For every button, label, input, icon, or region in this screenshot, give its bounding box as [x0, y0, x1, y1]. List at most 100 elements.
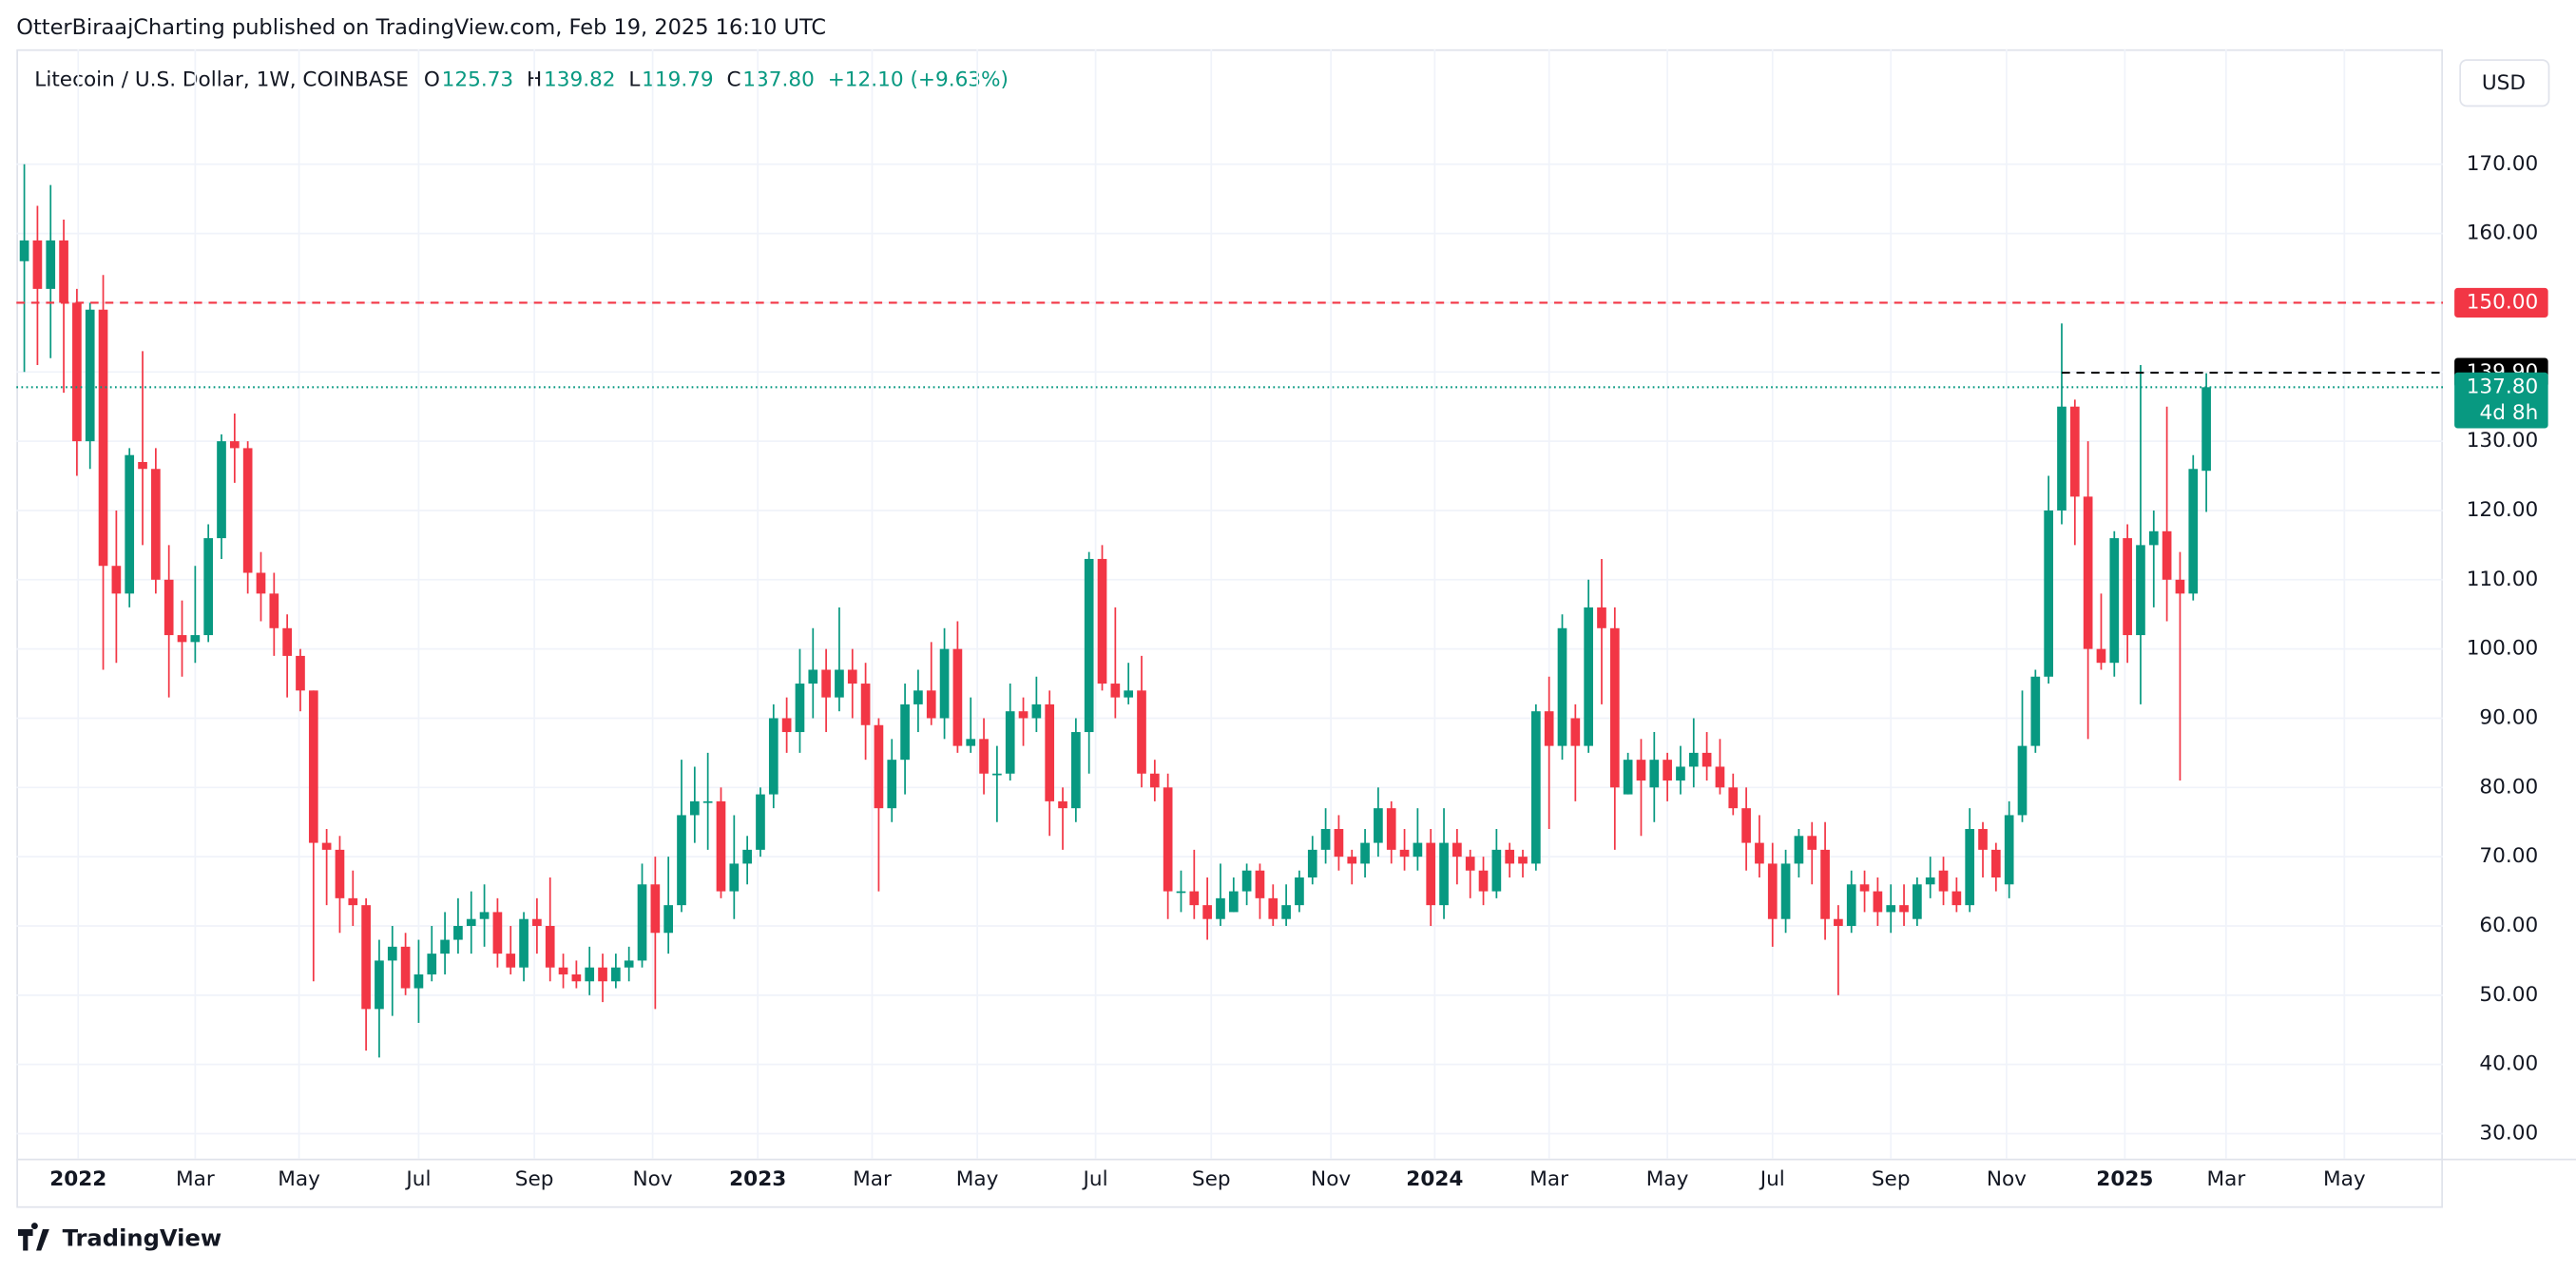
y-tick-label: 170.00 [2467, 152, 2539, 176]
legend-value: 125.73 [442, 68, 514, 92]
legend-key: C [727, 68, 741, 92]
candle-body [1728, 787, 1739, 809]
candle-body [138, 461, 147, 470]
candle-body [1505, 849, 1515, 864]
price-label-bg [2454, 287, 2548, 318]
candle-body [1295, 877, 1304, 906]
candle-body [453, 925, 463, 940]
x-tick-label: 2023 [729, 1167, 786, 1191]
candle-body [2069, 406, 2080, 497]
candle-body [256, 572, 266, 594]
candle-body [821, 669, 831, 698]
candle-body [492, 912, 503, 954]
candle-body [427, 954, 437, 974]
candle-body [966, 739, 976, 746]
candle-body [900, 703, 910, 761]
candle-body [1755, 842, 1764, 864]
candle-body [1189, 891, 1200, 906]
candle-body [545, 925, 555, 968]
x-tick-label: May [278, 1167, 320, 1191]
currency-button[interactable] [2459, 59, 2550, 107]
candle-body [874, 724, 884, 809]
candle-body [1925, 877, 1935, 885]
candle-body [308, 690, 318, 843]
candle-body [1281, 905, 1291, 919]
candle-body [2201, 387, 2211, 472]
candle-body [2136, 545, 2145, 636]
candle-body [440, 939, 450, 954]
x-tick-label: Nov [1311, 1167, 1351, 1191]
candle-body [1859, 884, 1870, 892]
candle-body [269, 593, 279, 628]
x-tick-label: Mar [176, 1167, 215, 1191]
candle-body [1268, 897, 1278, 919]
candle-body [1360, 842, 1370, 864]
candle-body [756, 794, 765, 850]
candle-body [1820, 849, 1830, 919]
candle-body [1005, 711, 1015, 774]
legend-value: 137.80 [742, 68, 815, 92]
candle-body [2083, 496, 2093, 649]
candle-body [46, 240, 56, 289]
candle-body [1202, 905, 1212, 919]
candle-body [217, 441, 226, 539]
candle-body [742, 849, 752, 864]
x-tick-label: May [956, 1167, 999, 1191]
x-tick-label: Jul [1759, 1167, 1785, 1191]
price-label: 137.80 [2467, 375, 2539, 398]
y-tick-label: 130.00 [2467, 429, 2539, 453]
legend-value: 119.79 [642, 68, 714, 92]
candle-body [1623, 760, 1633, 795]
candle-body [1478, 870, 1489, 892]
candle-body [296, 655, 305, 691]
candle-body [72, 302, 82, 442]
candle-body [1399, 849, 1410, 858]
candle-body [781, 718, 792, 733]
candle-body [887, 760, 897, 809]
candle-body [729, 863, 740, 892]
candle-body [532, 918, 542, 926]
candle-body [375, 960, 384, 1010]
candle-body [1636, 760, 1646, 781]
candle-body [598, 967, 607, 982]
candle-body [1255, 870, 1265, 898]
candle-body [1347, 857, 1357, 864]
candle-body [282, 627, 292, 656]
candle-body [1084, 558, 1094, 733]
candle-body [1676, 766, 1685, 781]
x-tick-label: May [1646, 1167, 1689, 1191]
legend-key: O [424, 68, 440, 92]
candle-body [111, 566, 122, 594]
candle-body [1216, 897, 1225, 919]
candle-body [1045, 703, 1055, 801]
candle-body [624, 960, 634, 968]
candle-body [2004, 815, 2014, 885]
candle-body [689, 800, 700, 816]
candle-body [2057, 406, 2067, 511]
y-tick-label: 160.00 [2467, 222, 2539, 245]
candle-body [32, 240, 43, 289]
candle-body [1413, 842, 1423, 858]
candle-body [1531, 711, 1541, 864]
y-tick-label: 90.00 [2479, 705, 2538, 729]
legend-key: L [628, 68, 640, 92]
legend-change: +12.10 (+9.63%) [828, 68, 1009, 92]
candle-body [979, 739, 989, 774]
candle-body [808, 669, 818, 684]
currency[interactable]: USD [2482, 71, 2526, 95]
candle-body [637, 884, 647, 961]
candle-body [1307, 849, 1317, 877]
brand: TradingView [63, 1224, 222, 1251]
candle-body [1846, 884, 1856, 926]
y-tick-label: 50.00 [2479, 983, 2538, 1007]
x-tick-label: Mar [853, 1167, 892, 1191]
candle-body [1163, 787, 1173, 892]
x-tick-label: Jul [404, 1167, 431, 1191]
candle-body [519, 918, 529, 968]
candle-body [2188, 469, 2199, 594]
x-tick-label: 2025 [2096, 1167, 2153, 1191]
candle-body [1780, 863, 1791, 919]
candle-body [59, 240, 68, 303]
candle-body [1058, 800, 1067, 809]
candle-body [1491, 849, 1502, 892]
